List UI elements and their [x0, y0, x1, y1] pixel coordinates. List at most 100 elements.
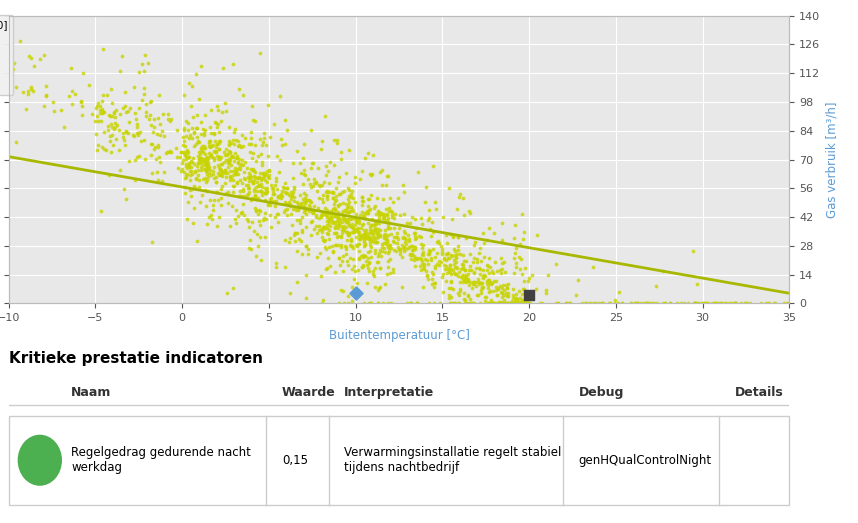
Point [474, 286, 488, 294]
Point [477, 271, 491, 279]
Point [340, 203, 353, 212]
Point [123, 118, 136, 126]
Point [468, 277, 481, 286]
Point [429, 204, 443, 213]
Point [332, 219, 346, 228]
Point [364, 299, 378, 308]
Point [459, 278, 473, 287]
Point [199, 165, 213, 174]
Point [223, 222, 237, 231]
Point [563, 299, 577, 308]
Point [396, 244, 409, 252]
Point [254, 180, 268, 188]
Point [611, 299, 625, 308]
Point [482, 288, 496, 296]
Point [284, 191, 298, 200]
Point [340, 208, 353, 216]
Point [347, 194, 360, 202]
Point [258, 141, 272, 149]
Point [516, 269, 529, 278]
Point [362, 259, 376, 267]
Point [214, 171, 228, 179]
Point [319, 162, 333, 170]
Point [465, 299, 479, 308]
Point [233, 85, 246, 93]
Point [436, 212, 450, 221]
Point [183, 163, 196, 171]
Point [382, 241, 396, 249]
Point [297, 208, 311, 217]
Point [194, 158, 208, 166]
Point [256, 183, 269, 191]
Point [396, 241, 409, 249]
Point [404, 299, 418, 308]
Point [194, 153, 208, 162]
Point [335, 241, 348, 249]
Point [287, 197, 300, 205]
Point [182, 79, 196, 88]
Point [154, 158, 167, 166]
Point [313, 249, 327, 257]
Point [259, 189, 273, 197]
Point [179, 117, 193, 126]
Point [112, 146, 126, 154]
Point [241, 184, 255, 192]
Point [222, 155, 236, 164]
Point [193, 158, 207, 167]
Point [450, 269, 463, 278]
Point [224, 152, 238, 161]
Point [509, 263, 523, 271]
Point [420, 272, 433, 280]
Point [313, 183, 327, 191]
Point [382, 207, 396, 215]
Point [281, 237, 295, 246]
Point [215, 182, 229, 190]
Point [347, 225, 360, 234]
Point [342, 198, 356, 207]
Point [62, 92, 76, 100]
Point [184, 176, 197, 184]
Point [179, 154, 193, 163]
Point [251, 183, 264, 191]
Point [198, 160, 212, 168]
Point [515, 210, 529, 219]
Point [368, 249, 382, 257]
Point [209, 173, 223, 181]
Point [214, 200, 228, 209]
Point [315, 137, 329, 145]
Point [490, 291, 504, 299]
Point [304, 198, 317, 206]
Point [171, 164, 184, 172]
Point [474, 279, 488, 287]
Point [201, 161, 214, 169]
Point [250, 187, 263, 196]
Point [311, 164, 324, 172]
Point [294, 237, 308, 245]
Point [6, 64, 20, 73]
Point [206, 140, 220, 149]
Point [200, 163, 214, 172]
Point [260, 184, 274, 192]
Point [381, 231, 395, 240]
Point [450, 264, 464, 272]
Point [517, 299, 530, 308]
Text: Details: Details [734, 386, 783, 399]
Point [187, 160, 201, 168]
Point [358, 234, 372, 242]
Point [202, 163, 216, 172]
Point [294, 169, 308, 177]
Point [203, 143, 217, 151]
Point [375, 240, 389, 248]
Point [496, 265, 510, 274]
Point [284, 195, 298, 203]
Point [739, 299, 752, 308]
Point [595, 299, 609, 308]
Point [227, 284, 240, 292]
Point [88, 117, 101, 126]
Point [189, 140, 202, 148]
Point [615, 299, 629, 308]
Point [298, 206, 311, 214]
Point [420, 183, 433, 191]
Point [378, 205, 392, 213]
Point [257, 214, 271, 222]
